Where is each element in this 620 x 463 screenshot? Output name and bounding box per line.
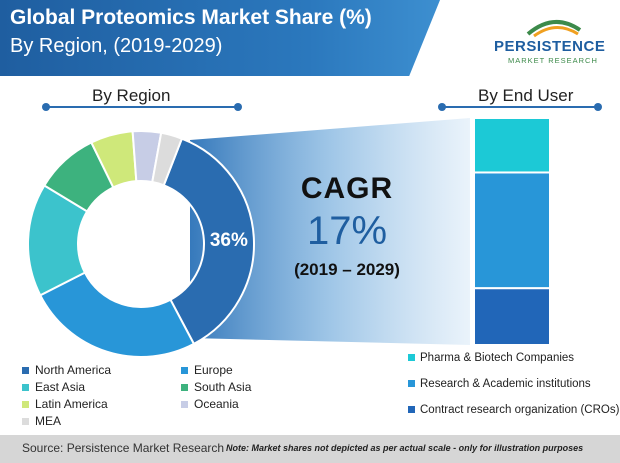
legend-swatch [408,406,415,414]
region-donut [27,130,255,358]
legend-label: Pharma & Biotech Companies [420,352,575,364]
legend-label: Latin America [35,397,108,411]
legend-swatch [181,384,188,392]
region-section-label: By Region [92,86,171,105]
end-user-stacked-bar [473,117,551,346]
legend-label: Contract research organization (CROs) [420,404,620,416]
cagr-period: (2019 – 2029) [294,260,400,279]
north-america-data-label: 36% [210,230,248,251]
chart-title: Global Proteomics Market Share (%) [10,6,372,29]
legend-item-oceania: Oceania [181,397,239,411]
donut-slice-mea [151,131,184,187]
stack-segment-pharma-and-biotech-companies [473,117,551,174]
legend-item-latin-america: Latin America [22,397,108,411]
legend-label: East Asia [35,380,86,394]
footer-bar: Source: Persistence Market Research Note… [0,435,620,463]
legend-item-south-asia: South Asia [181,380,251,394]
legend-item-north-america: North America [22,363,111,377]
legend-swatch [408,354,415,362]
donut-slice-europe [38,271,196,358]
cagr-label: CAGR [300,172,394,205]
legend-swatch [22,401,29,409]
stack-segment-contract-research-organization-cros [473,287,551,346]
legend-item-europe: Europe [181,363,233,377]
legend-item-east-asia: East Asia [22,380,85,394]
legend-label: MEA [35,414,62,428]
projection-beam [190,118,470,345]
end-user-legend-item-research-and-academic-institutions: Research & Academic institutions [408,378,591,390]
chart-subtitle: By Region, (2019-2029) [10,35,223,57]
legend-swatch [22,367,29,375]
note-text: Note: Market shares not depicted as per … [226,443,584,453]
legend-swatch [408,380,415,388]
end-user-legend-item-pharma-and-biotech-companies: Pharma & Biotech Companies [408,352,574,364]
legend-swatch [181,367,188,375]
legend-label: South Asia [194,380,252,394]
legend-label: Europe [194,363,233,377]
legend-label: Research & Academic institutions [420,378,591,390]
title-band: Global Proteomics Market Share (%) By Re… [0,0,440,76]
donut-slice-north-america [162,137,255,346]
logo-swoosh-icon [526,20,582,38]
end-user-legend-item-contract-research-organization-cros: Contract research organization (CROs) [408,404,619,416]
stack-segment-research-and-academic-institutions [473,171,551,290]
region-rule [42,103,242,111]
legend-swatch [22,418,29,426]
logo-name: PERSISTENCE [494,38,606,55]
legend-swatch [181,401,188,409]
logo-subtitle: MARKET RESEARCH [508,56,598,65]
legend-label: North America [35,363,112,377]
company-logo: PERSISTENCE MARKET RESEARCH [494,20,610,78]
cagr-value: 17% [306,209,388,253]
legend-label: Oceania [194,397,239,411]
end-user-section-label: By End User [478,86,574,105]
source-text: Source: Persistence Market Research [22,441,225,455]
legend-item-mea: MEA [22,414,61,428]
end-user-rule [438,103,602,111]
legend-swatch [22,384,29,392]
